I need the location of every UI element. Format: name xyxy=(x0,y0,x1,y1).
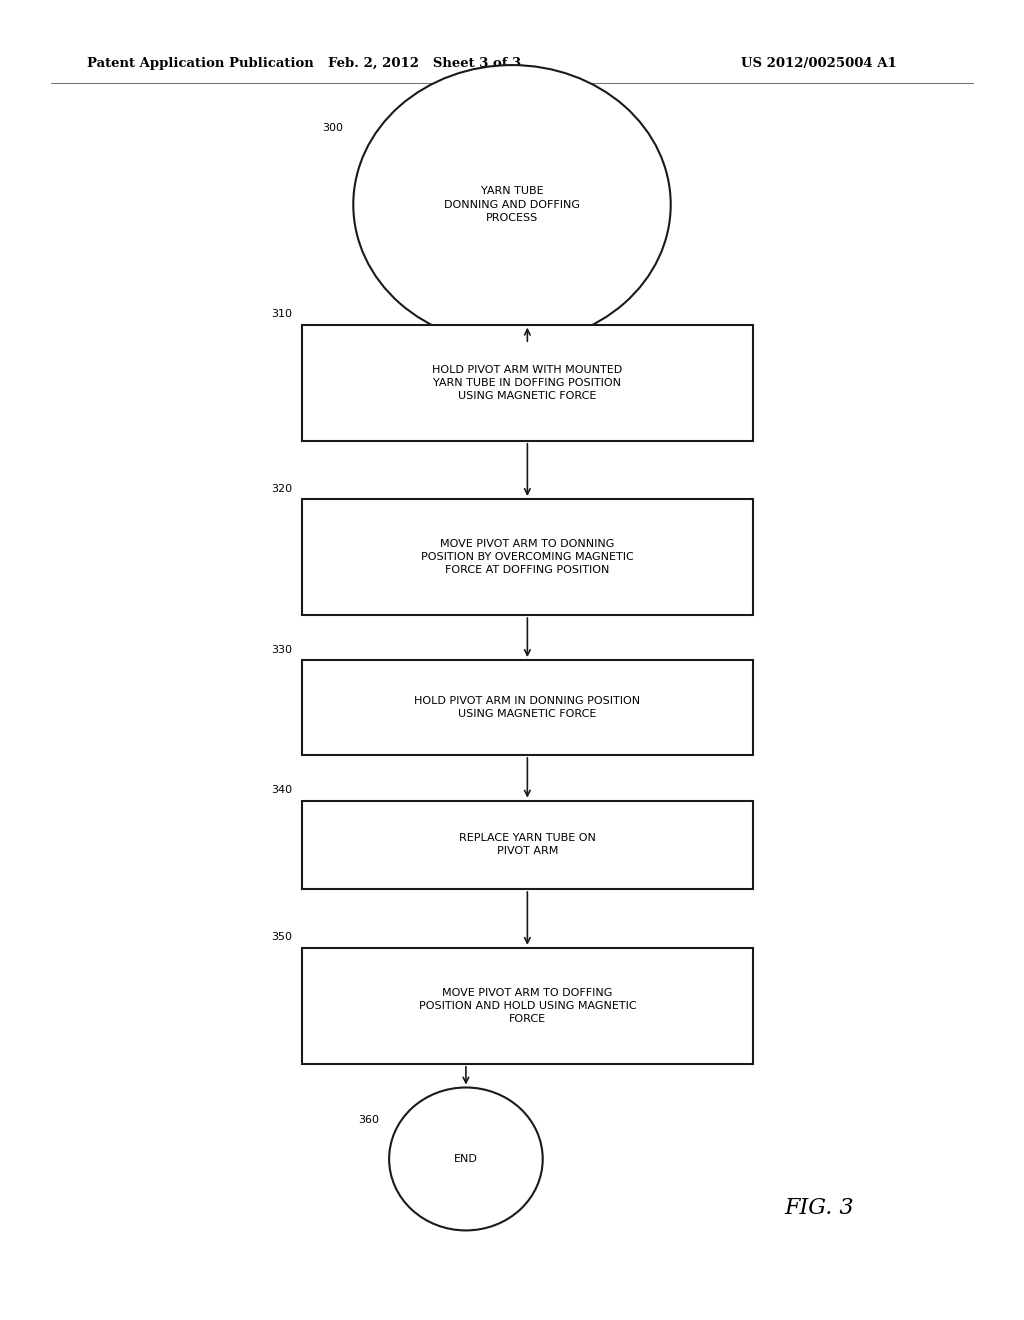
FancyBboxPatch shape xyxy=(302,499,753,615)
Text: YARN TUBE
DONNING AND DOFFING
PROCESS: YARN TUBE DONNING AND DOFFING PROCESS xyxy=(444,186,580,223)
Text: MOVE PIVOT ARM TO DONNING
POSITION BY OVERCOMING MAGNETIC
FORCE AT DOFFING POSIT: MOVE PIVOT ARM TO DONNING POSITION BY OV… xyxy=(421,539,634,576)
Text: 360: 360 xyxy=(357,1114,379,1125)
Text: HOLD PIVOT ARM WITH MOUNTED
YARN TUBE IN DOFFING POSITION
USING MAGNETIC FORCE: HOLD PIVOT ARM WITH MOUNTED YARN TUBE IN… xyxy=(432,364,623,401)
Text: END: END xyxy=(454,1154,478,1164)
FancyBboxPatch shape xyxy=(302,660,753,755)
Text: 330: 330 xyxy=(270,644,292,655)
FancyBboxPatch shape xyxy=(302,325,753,441)
Text: Feb. 2, 2012   Sheet 3 of 3: Feb. 2, 2012 Sheet 3 of 3 xyxy=(329,57,521,70)
Text: 300: 300 xyxy=(322,123,343,133)
FancyBboxPatch shape xyxy=(302,948,753,1064)
Text: 310: 310 xyxy=(270,309,292,319)
FancyBboxPatch shape xyxy=(302,800,753,890)
Text: FIG. 3: FIG. 3 xyxy=(784,1197,854,1218)
Text: HOLD PIVOT ARM IN DONNING POSITION
USING MAGNETIC FORCE: HOLD PIVOT ARM IN DONNING POSITION USING… xyxy=(415,696,640,719)
Text: MOVE PIVOT ARM TO DOFFING
POSITION AND HOLD USING MAGNETIC
FORCE: MOVE PIVOT ARM TO DOFFING POSITION AND H… xyxy=(419,987,636,1024)
Text: US 2012/0025004 A1: US 2012/0025004 A1 xyxy=(741,57,897,70)
Ellipse shape xyxy=(353,65,671,345)
Text: REPLACE YARN TUBE ON
PIVOT ARM: REPLACE YARN TUBE ON PIVOT ARM xyxy=(459,833,596,857)
Ellipse shape xyxy=(389,1088,543,1230)
Text: Patent Application Publication: Patent Application Publication xyxy=(87,57,313,70)
Text: 350: 350 xyxy=(270,932,292,942)
Text: 340: 340 xyxy=(270,785,292,795)
Text: 320: 320 xyxy=(270,483,292,494)
